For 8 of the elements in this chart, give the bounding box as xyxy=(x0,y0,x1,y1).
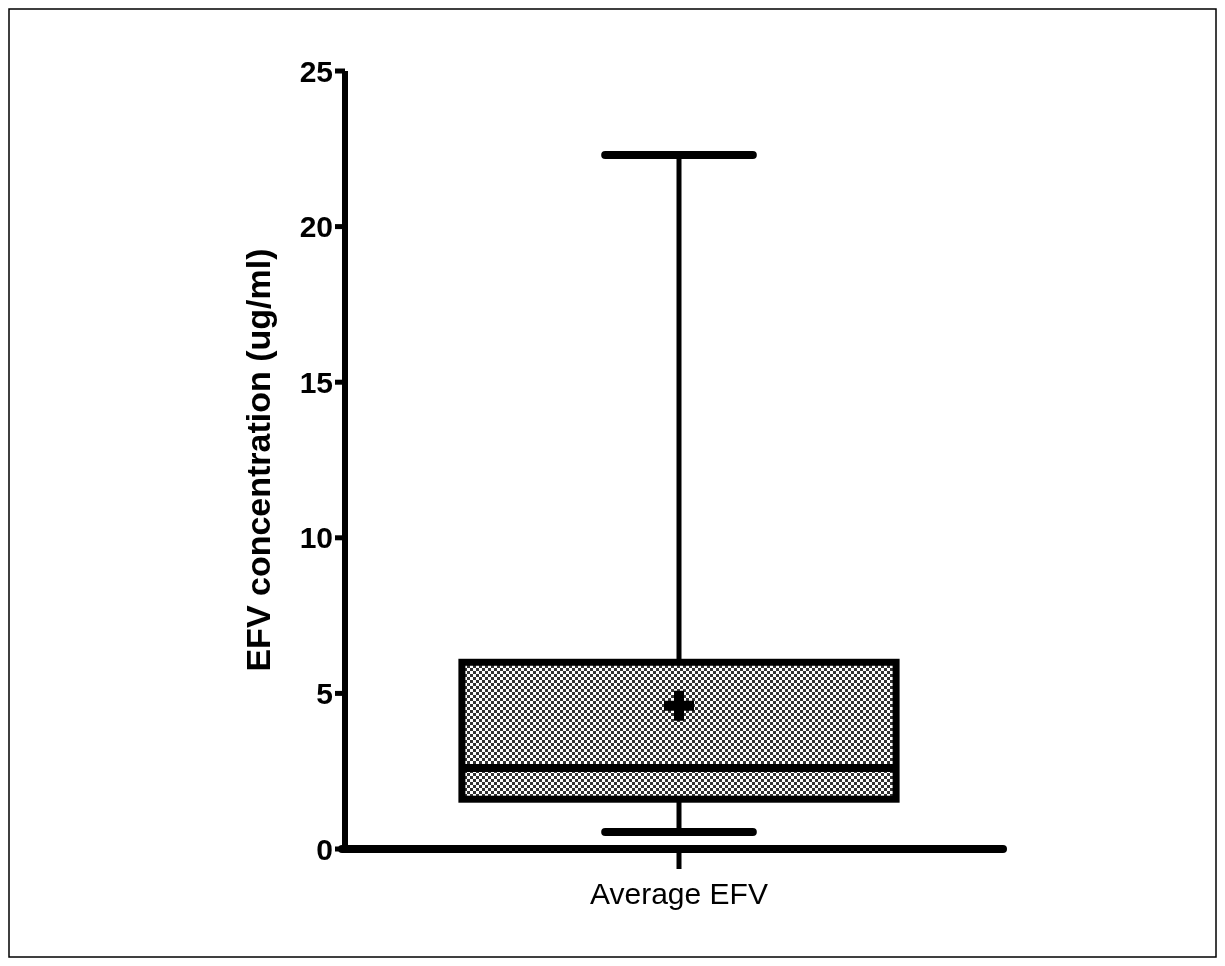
y-axis-title: EFV concentration (ug/ml) xyxy=(239,248,277,672)
y-tick-label: 5 xyxy=(316,676,333,710)
y-tick-label: 20 xyxy=(299,210,333,244)
y-tick-label: 15 xyxy=(299,365,333,399)
y-tick-label: 10 xyxy=(299,521,333,555)
y-tick-label: 0 xyxy=(316,832,333,866)
x-tick-label: Average EFV xyxy=(590,877,768,910)
y-tick-label: 25 xyxy=(299,54,333,88)
